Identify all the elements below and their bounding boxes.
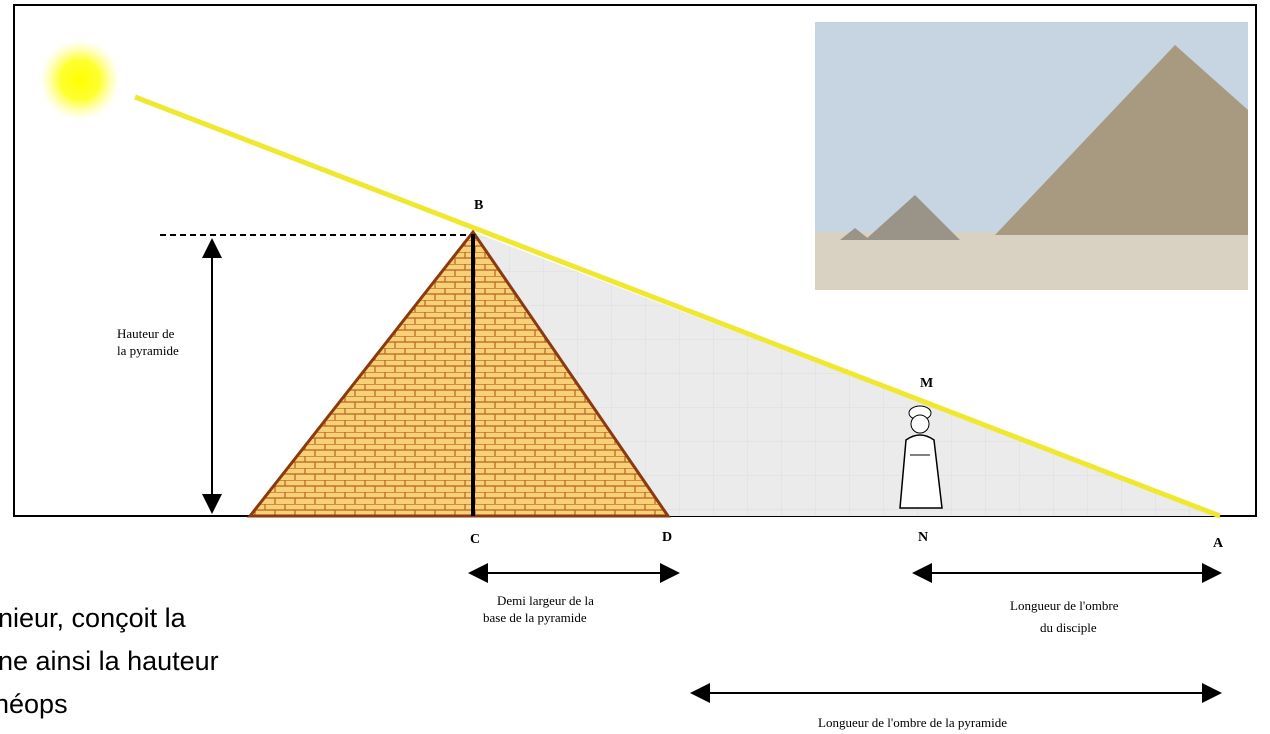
point-label: A	[1213, 536, 1224, 551]
caption: ne ainsi la hauteur	[0, 646, 219, 676]
photo	[815, 22, 1248, 290]
caption: nieur, conçoit la	[0, 603, 187, 633]
point-label: D	[662, 530, 672, 545]
point-label: B	[474, 198, 483, 213]
label: du disciple	[1040, 620, 1097, 635]
sun-ray	[134, 94, 1221, 519]
point-label: M	[920, 376, 933, 391]
label: Demi largeur de la	[497, 593, 594, 608]
caption: néops	[0, 689, 68, 719]
label: base de la pyramide	[483, 610, 587, 625]
point-label: N	[918, 530, 928, 545]
disciple	[899, 405, 943, 509]
pyramid	[246, 229, 671, 518]
point-label: C	[470, 532, 480, 547]
label: la pyramide	[117, 343, 179, 358]
sun	[40, 40, 120, 120]
label: Hauteur de	[117, 326, 175, 341]
label: Longueur de l'ombre	[1010, 598, 1119, 613]
label: Longueur de l'ombre de la pyramide	[818, 715, 1007, 730]
